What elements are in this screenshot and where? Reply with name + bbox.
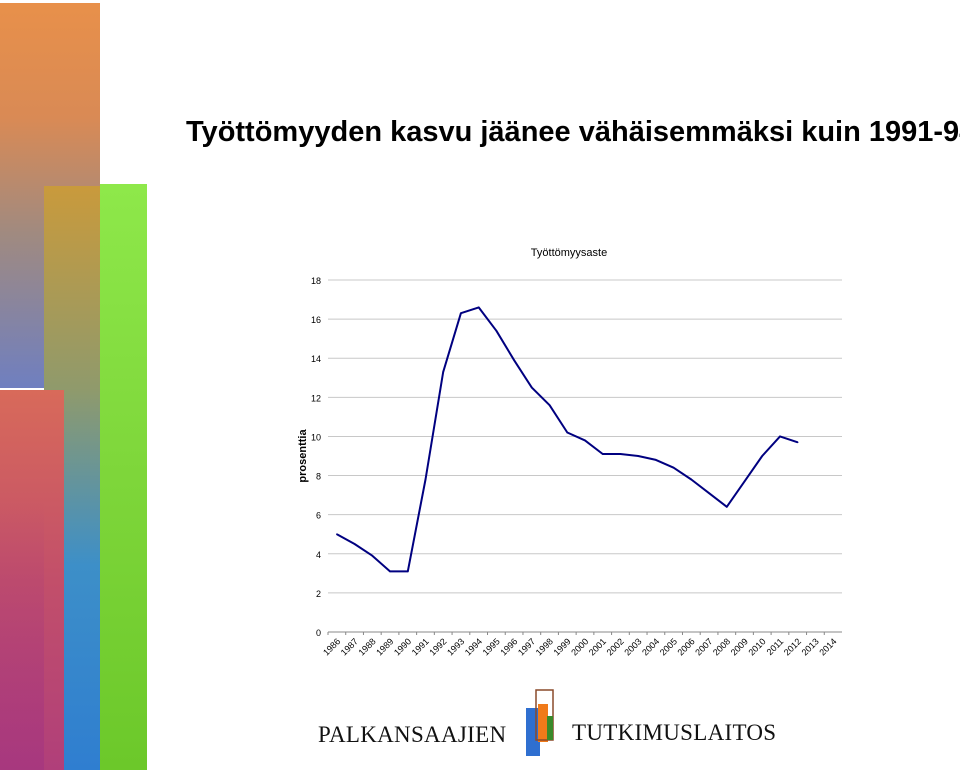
x-tick-label: 2000 [569, 636, 590, 657]
data-point [779, 435, 781, 438]
org-name-left: PALKANSAAJIEN [318, 722, 507, 747]
x-tick-label: 1989 [374, 636, 395, 657]
y-tick-label: 14 [311, 354, 321, 364]
data-point [371, 554, 374, 557]
data-point [406, 570, 409, 573]
x-tick-label: 1999 [551, 636, 572, 657]
series-line [336, 306, 799, 573]
x-tick-label: 1997 [516, 636, 537, 657]
data-point [477, 306, 480, 309]
data-point [442, 371, 445, 373]
slide-title: Työttömyyden kasvu jäänee vähäisemmäksi … [186, 116, 960, 148]
y-tick-label: 12 [311, 393, 321, 403]
y-tick-label: 8 [316, 472, 321, 482]
data-point [761, 455, 764, 457]
x-tick-label: 1996 [498, 636, 519, 657]
x-tick-label: 2003 [622, 636, 643, 657]
data-point [796, 441, 799, 444]
data-point [424, 478, 427, 481]
x-tick-label: 2010 [746, 636, 767, 657]
x-tick-label: 2005 [658, 636, 679, 657]
decorative-green-bar [100, 184, 147, 770]
series-layer [336, 306, 799, 573]
x-tick-label: 1995 [481, 636, 502, 657]
x-tick-label: 2004 [640, 636, 661, 657]
data-point [743, 480, 746, 483]
x-tick-label: 2012 [782, 636, 803, 657]
x-tick-label: 1988 [356, 636, 377, 657]
chart-title: Työttömyysaste [531, 247, 607, 259]
x-tick-label: 1990 [392, 636, 413, 657]
x-tick-label: 2011 [765, 636, 786, 657]
x-tick-label: 2008 [711, 636, 732, 657]
data-point [584, 439, 586, 442]
y-tick-label: 18 [311, 276, 321, 286]
data-point [495, 330, 498, 332]
x-tick-label: 2001 [587, 636, 608, 657]
data-point [601, 453, 604, 455]
y-tick-label: 4 [316, 550, 321, 560]
x-tick-labels: 1986198719881989199019911992199319941995… [321, 632, 839, 658]
x-tick-label: 2013 [800, 636, 821, 657]
y-tick-label: 2 [316, 589, 321, 599]
data-point [672, 466, 675, 469]
x-tick-label: 2009 [729, 636, 750, 657]
x-tick-label: 1986 [321, 636, 342, 657]
data-point [513, 359, 515, 361]
x-tick-label: 1992 [427, 636, 448, 657]
data-point [708, 492, 710, 494]
data-point [531, 386, 533, 389]
data-point [389, 570, 391, 573]
data-point [619, 453, 622, 455]
x-tick-label: 1993 [445, 636, 466, 657]
decorative-purple-overlay [0, 500, 44, 770]
x-tick-label: 2014 [817, 636, 838, 657]
data-point [336, 533, 338, 536]
x-tick-label: 1994 [463, 636, 484, 657]
data-point [655, 459, 657, 461]
gridlines [328, 279, 842, 633]
x-tick-label: 1991 [410, 636, 431, 657]
x-tick-label: 2006 [676, 636, 697, 657]
y-axis-label: prosenttia [297, 429, 309, 483]
org-name-right: TUTKIMUSLAITOS [572, 720, 777, 745]
data-point [690, 478, 693, 481]
y-tick-label: 0 [316, 628, 321, 638]
y-tick-labels: 0 2 4 6 8 10 12 14 16 18 [311, 276, 321, 638]
institute-logo-icon [526, 689, 554, 756]
x-tick-label: 2007 [693, 636, 714, 657]
y-tick-label: 10 [311, 432, 321, 442]
y-tick-label: 16 [311, 315, 321, 325]
data-point [460, 312, 462, 315]
data-point [353, 543, 356, 545]
data-point [637, 455, 639, 457]
x-tick-label: 2002 [605, 636, 626, 657]
y-tick-label: 6 [316, 511, 321, 521]
data-point [725, 506, 728, 508]
x-tick-label: 1998 [534, 636, 555, 657]
data-point [566, 431, 569, 434]
data-point [548, 404, 551, 406]
x-tick-label: 1987 [339, 636, 360, 657]
